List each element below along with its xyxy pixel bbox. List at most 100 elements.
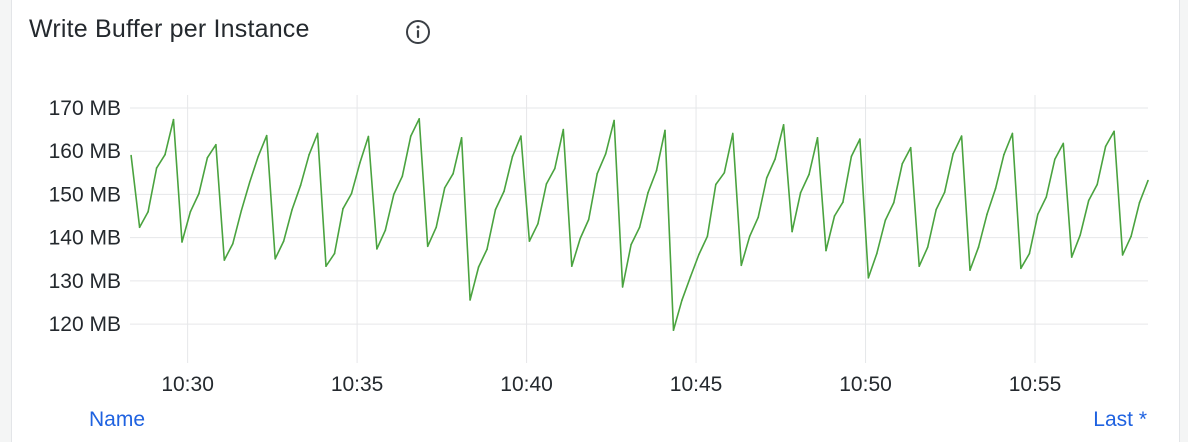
data-point xyxy=(333,252,336,255)
data-point xyxy=(206,156,209,159)
data-points xyxy=(130,117,1149,331)
data-point xyxy=(554,167,556,170)
data-point xyxy=(299,184,302,187)
data-point xyxy=(164,153,166,156)
data-point xyxy=(960,135,963,137)
data-point xyxy=(926,246,929,248)
data-point xyxy=(562,128,565,131)
data-point xyxy=(393,193,395,196)
y-tick-label: 150 MB xyxy=(49,183,121,206)
data-point xyxy=(1053,158,1056,161)
data-point xyxy=(198,192,200,195)
x-axis: 10:30 10:35 10:40 10:45 10:50 10:55 xyxy=(161,373,1061,396)
data-point xyxy=(799,191,802,194)
data-point xyxy=(731,132,734,135)
data-point xyxy=(833,215,836,217)
data-point xyxy=(469,299,471,301)
data-point xyxy=(1003,153,1005,156)
data-point xyxy=(918,265,921,267)
data-point xyxy=(494,208,497,211)
series-line xyxy=(130,118,1149,331)
legend-name-header[interactable]: Name xyxy=(89,408,146,431)
data-point xyxy=(426,245,429,248)
data-point xyxy=(409,135,412,137)
data-point xyxy=(1062,142,1065,145)
data-point xyxy=(1037,213,1039,216)
data-point xyxy=(698,253,700,256)
data-point xyxy=(681,299,683,302)
data-point xyxy=(1020,267,1022,270)
y-tick-label: 170 MB xyxy=(49,97,121,120)
data-point xyxy=(816,136,819,139)
data-point xyxy=(359,162,361,164)
data-point xyxy=(460,136,463,139)
data-point xyxy=(342,207,344,210)
data-point xyxy=(528,240,531,242)
data-point xyxy=(740,264,743,267)
data-point xyxy=(401,175,404,178)
data-point xyxy=(808,173,810,176)
data-point xyxy=(909,146,912,149)
data-point xyxy=(621,286,624,288)
data-point xyxy=(672,329,675,331)
data-point xyxy=(604,152,607,155)
data-point xyxy=(537,223,539,225)
data-point xyxy=(647,191,649,194)
x-tick-label: 10:55 xyxy=(1009,373,1062,396)
data-point xyxy=(486,248,488,251)
data-point xyxy=(1045,196,1048,198)
data-point xyxy=(596,172,598,175)
data-point xyxy=(545,183,548,185)
legend-last-header[interactable]: Last * xyxy=(1093,408,1147,431)
info-circle-icon[interactable] xyxy=(405,19,431,45)
data-point xyxy=(232,242,234,245)
data-point xyxy=(867,277,870,279)
data-point xyxy=(265,134,268,137)
x-tick-label: 10:50 xyxy=(839,373,892,396)
data-point xyxy=(511,155,514,158)
data-point xyxy=(638,226,641,229)
data-point xyxy=(189,210,192,213)
data-point xyxy=(1079,234,1082,236)
data-point xyxy=(613,119,615,122)
data-point xyxy=(943,191,946,194)
data-point xyxy=(181,241,183,243)
panel-title: Write Buffer per Instance xyxy=(29,15,310,43)
data-point xyxy=(155,167,158,169)
data-point xyxy=(240,210,243,212)
data-point xyxy=(765,177,768,179)
data-point xyxy=(350,192,353,195)
data-point xyxy=(664,129,666,132)
data-point xyxy=(147,210,149,213)
data-point xyxy=(443,187,446,189)
data-point xyxy=(308,153,310,156)
data-point xyxy=(859,138,861,140)
data-point xyxy=(842,201,844,203)
data-point xyxy=(570,265,573,267)
data-point xyxy=(876,252,878,255)
data-point xyxy=(901,162,904,165)
data-point xyxy=(376,248,378,250)
data-point xyxy=(630,243,632,246)
data-point xyxy=(655,169,658,172)
data-point xyxy=(1130,235,1132,238)
x-tick-label: 10:30 xyxy=(161,373,214,396)
data-point xyxy=(215,143,217,146)
y-tick-label: 120 MB xyxy=(49,313,121,336)
data-point xyxy=(1011,132,1014,135)
x-tick-label: 10:35 xyxy=(331,373,384,396)
y-tick-label: 140 MB xyxy=(49,227,121,250)
data-point xyxy=(723,172,726,174)
data-point xyxy=(520,135,522,137)
y-tick-label: 160 MB xyxy=(49,140,121,163)
x-tick-label: 10:40 xyxy=(500,373,553,396)
data-point xyxy=(503,190,505,193)
data-point xyxy=(452,172,454,175)
data-point xyxy=(138,226,141,229)
data-point xyxy=(579,237,582,240)
data-point xyxy=(791,230,793,233)
data-point xyxy=(689,276,692,278)
data-point xyxy=(248,181,251,183)
data-point xyxy=(1147,179,1149,182)
